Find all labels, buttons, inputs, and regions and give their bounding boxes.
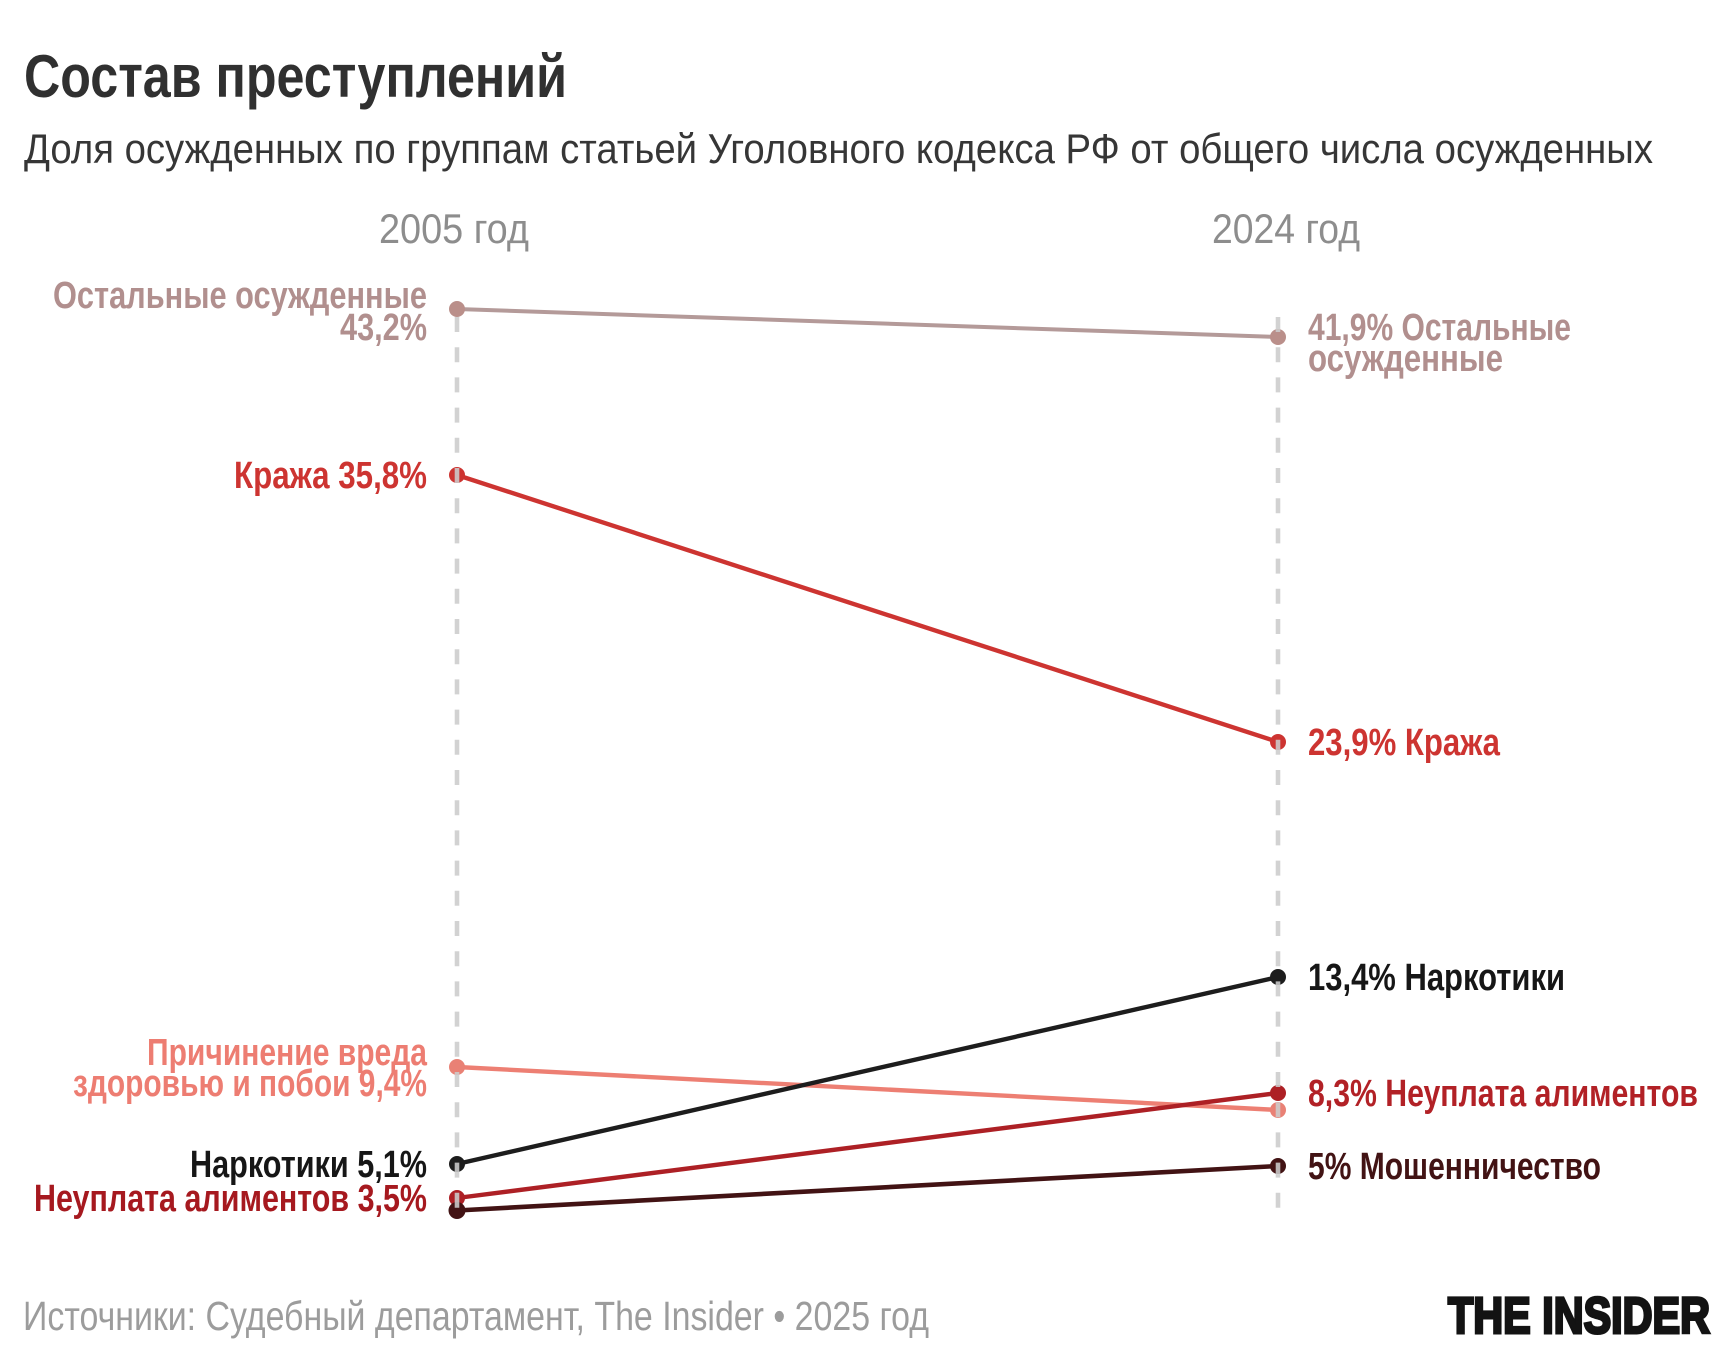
svg-text:Неуплата алиментов 3,5%: Неуплата алиментов 3,5% [34,1178,427,1220]
svg-text:5% Мошенничество: 5% Мошенничество [1308,1146,1601,1188]
svg-text:43,2%: 43,2% [340,307,427,349]
svg-text:2005 год: 2005 год [379,205,529,252]
svg-text:Причинение вреда: Причинение вреда [147,1032,428,1074]
svg-text:8,3% Неуплата алиментов: 8,3% Неуплата алиментов [1308,1073,1698,1115]
svg-text:Состав преступлений: Состав преступлений [24,43,567,110]
svg-text:Источники: Судебный департамен: Источники: Судебный департамент, The Ins… [23,1293,929,1339]
svg-text:Наркотики 5,1%: Наркотики 5,1% [190,1144,427,1186]
svg-text:Доля осужденных по группам ста: Доля осужденных по группам статьей Уголо… [24,125,1653,172]
svg-text:Кража 35,8%: Кража 35,8% [234,455,427,497]
svg-text:THE INSIDER: THE INSIDER [1448,1287,1710,1344]
svg-text:41,9% Остальные: 41,9% Остальные [1308,307,1571,349]
svg-text:здоровью и побои 9,4%: здоровью и побои 9,4% [73,1063,427,1105]
svg-text:2024 год: 2024 год [1212,205,1360,252]
svg-text:Остальные осужденные: Остальные осужденные [53,275,427,317]
svg-text:23,9% Кража: 23,9% Кража [1308,722,1501,764]
svg-text:13,4% Наркотики: 13,4% Наркотики [1308,957,1565,999]
svg-text:осужденные: осужденные [1308,338,1503,380]
